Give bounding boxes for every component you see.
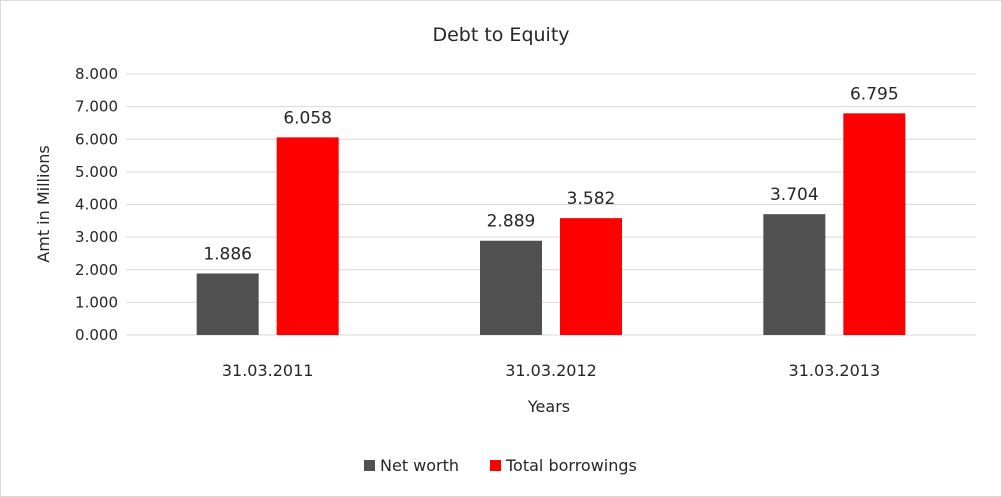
legend-label: Total borrowings: [505, 456, 637, 475]
x-category-label: 31.03.2012: [505, 361, 597, 380]
y-tick-label: 0.000: [75, 326, 118, 344]
data-label: 1.886: [203, 244, 252, 264]
y-tick-label: 1.000: [75, 293, 118, 311]
bar-net-worth: [196, 273, 259, 335]
bar-net-worth: [763, 214, 826, 335]
y-tick-label: 7.000: [75, 98, 118, 116]
legend-swatch: [364, 460, 375, 471]
y-tick-label: 3.000: [75, 228, 118, 246]
data-label: 3.704: [770, 185, 819, 205]
bar-total-borrowings: [560, 218, 622, 335]
data-label: 2.889: [487, 212, 536, 232]
y-axis-title: Amt in Millions: [34, 145, 53, 262]
y-tick-label: 4.000: [75, 196, 118, 214]
data-label: 6.058: [283, 108, 332, 128]
y-axis-ticks: 0.000 1.000 2.000 3.000 4.000 5.000 6.000 7.000…: [75, 65, 118, 344]
bar-total-borrowings: [843, 113, 906, 335]
y-tick-label: 6.000: [75, 130, 118, 148]
x-axis-categories: 31.03.2011 31.03.2012 31.03.2013: [222, 361, 880, 380]
chart-title: Debt to Equity: [432, 24, 569, 46]
legend-swatch: [490, 460, 501, 471]
data-label: 3.582: [567, 189, 616, 209]
legend-label: Net worth: [380, 456, 459, 475]
bar-net-worth: [480, 240, 542, 335]
bars: [196, 113, 906, 335]
y-tick-label: 8.000: [75, 65, 118, 83]
data-label: 6.795: [850, 84, 899, 104]
bar-total-borrowings: [276, 137, 339, 335]
y-tick-label: 5.000: [75, 163, 118, 181]
y-tick-label: 2.000: [75, 261, 118, 279]
x-axis-title: Years: [527, 397, 570, 416]
legend: Net worth Total borrowings: [364, 456, 637, 475]
x-category-label: 31.03.2011: [222, 361, 314, 380]
data-labels: 1.886 6.058 2.889 3.582 3.704 6.795: [203, 84, 898, 264]
x-category-label: 31.03.2013: [789, 361, 881, 380]
gridlines: [126, 73, 976, 336]
